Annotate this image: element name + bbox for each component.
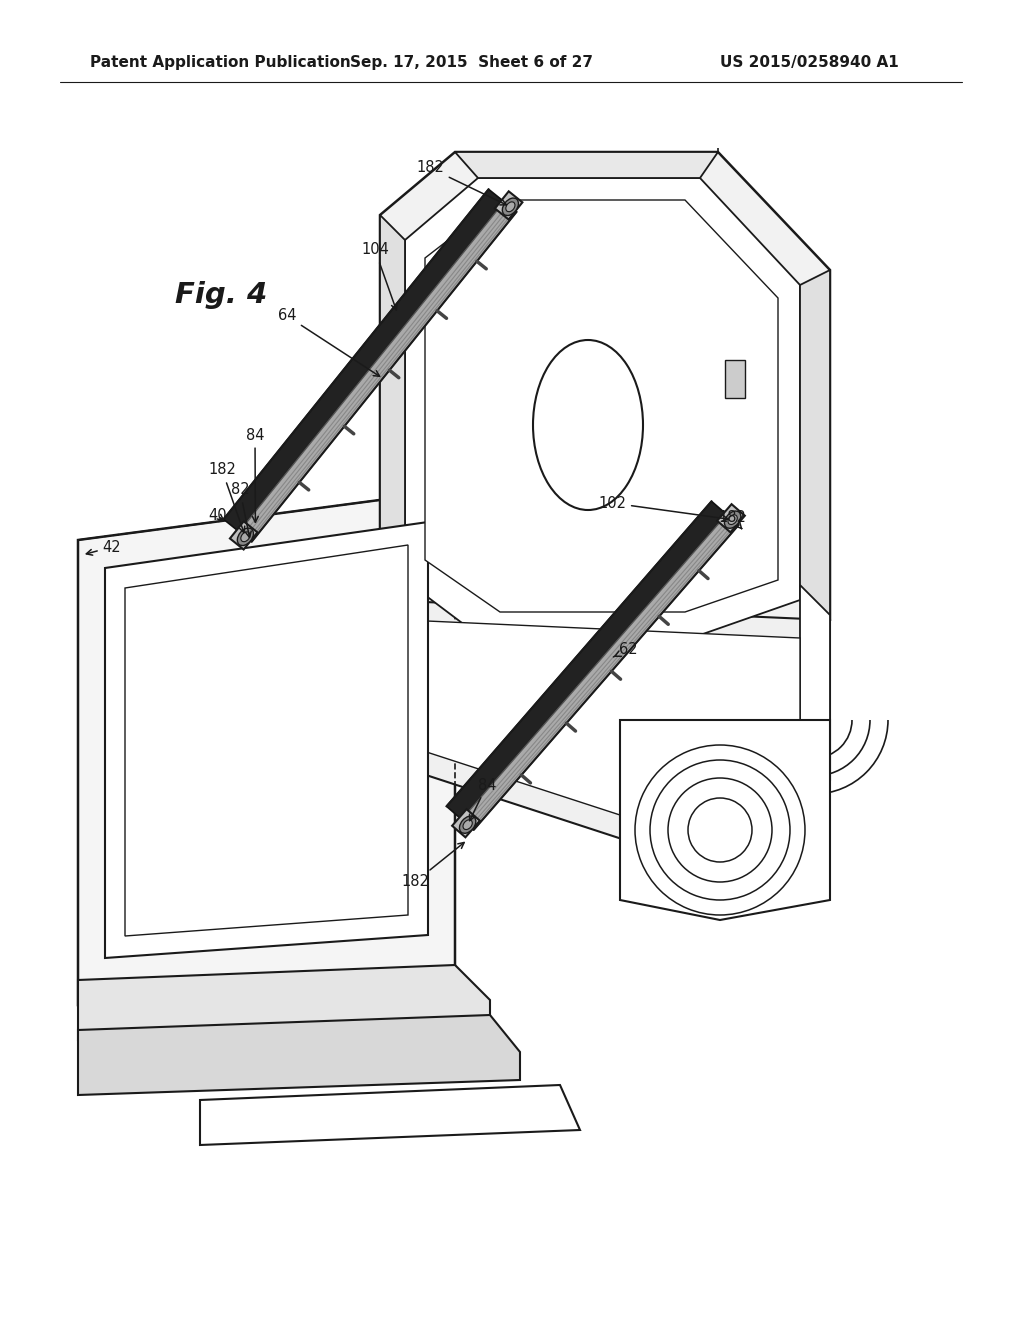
- Polygon shape: [78, 1015, 520, 1096]
- Polygon shape: [230, 521, 257, 549]
- Text: 40: 40: [209, 508, 227, 524]
- Polygon shape: [620, 719, 830, 920]
- Polygon shape: [453, 809, 480, 837]
- Polygon shape: [455, 152, 718, 178]
- Text: Fig. 4: Fig. 4: [175, 281, 267, 309]
- Text: US 2015/0258940 A1: US 2015/0258940 A1: [720, 54, 899, 70]
- Text: 62: 62: [613, 643, 637, 657]
- Ellipse shape: [534, 341, 643, 510]
- Polygon shape: [800, 271, 830, 620]
- Polygon shape: [223, 189, 504, 532]
- Text: Patent Application Publication: Patent Application Publication: [90, 54, 351, 70]
- Polygon shape: [380, 601, 830, 840]
- Polygon shape: [717, 504, 744, 532]
- Text: 182: 182: [208, 462, 245, 532]
- Polygon shape: [380, 152, 830, 660]
- Polygon shape: [725, 360, 745, 399]
- Polygon shape: [446, 502, 727, 820]
- Ellipse shape: [728, 515, 737, 524]
- Polygon shape: [78, 490, 455, 1005]
- Text: 182: 182: [718, 511, 745, 529]
- Polygon shape: [125, 545, 408, 936]
- Polygon shape: [380, 490, 455, 540]
- Ellipse shape: [503, 198, 518, 215]
- Polygon shape: [200, 1085, 580, 1144]
- Text: 82: 82: [230, 483, 251, 537]
- Ellipse shape: [241, 532, 250, 541]
- Ellipse shape: [463, 820, 472, 829]
- Polygon shape: [800, 585, 830, 780]
- Text: 104: 104: [361, 243, 397, 310]
- Text: 102: 102: [598, 495, 728, 521]
- Ellipse shape: [460, 816, 476, 833]
- Text: 182: 182: [416, 161, 506, 205]
- Polygon shape: [105, 521, 428, 958]
- Ellipse shape: [238, 528, 254, 545]
- Polygon shape: [455, 635, 718, 660]
- Polygon shape: [380, 215, 406, 601]
- Text: 84: 84: [246, 428, 264, 523]
- Polygon shape: [406, 178, 800, 635]
- Polygon shape: [240, 202, 517, 541]
- Polygon shape: [462, 515, 738, 830]
- Text: 182: 182: [401, 842, 464, 890]
- Text: 64: 64: [278, 309, 380, 376]
- Polygon shape: [495, 191, 522, 219]
- Text: Sep. 17, 2015  Sheet 6 of 27: Sep. 17, 2015 Sheet 6 of 27: [350, 54, 593, 70]
- Ellipse shape: [506, 202, 515, 211]
- Polygon shape: [406, 620, 800, 814]
- Text: 42: 42: [86, 540, 121, 556]
- Text: 84: 84: [470, 777, 497, 821]
- Polygon shape: [425, 201, 778, 612]
- Ellipse shape: [724, 511, 740, 528]
- Polygon shape: [78, 965, 490, 1040]
